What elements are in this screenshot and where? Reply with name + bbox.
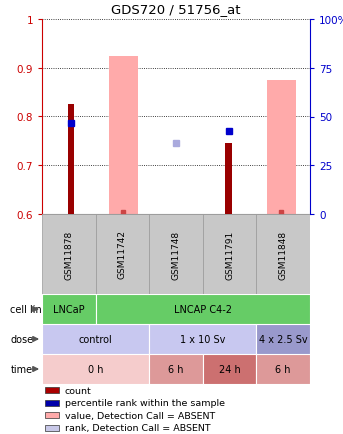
Bar [45, 388, 59, 393]
Text: time: time [11, 364, 33, 374]
Text: control: control [79, 334, 113, 344]
Text: 6 h: 6 h [168, 364, 184, 374]
Text: percentile rank within the sample: percentile rank within the sample [65, 398, 225, 408]
Bar [42, 324, 149, 354]
Bar [225, 144, 232, 214]
Bar [96, 294, 310, 324]
Bar [45, 425, 59, 431]
Bar [45, 412, 59, 418]
Bar [203, 214, 257, 294]
Text: 4 x 2.5 Sv: 4 x 2.5 Sv [259, 334, 308, 344]
Text: 0 h: 0 h [88, 364, 103, 374]
Bar [267, 81, 296, 214]
Text: GSM11878: GSM11878 [64, 230, 73, 279]
Bar [42, 214, 96, 294]
Bar [45, 400, 59, 406]
Text: count: count [65, 386, 92, 395]
Text: 24 h: 24 h [219, 364, 240, 374]
Text: GSM11742: GSM11742 [118, 230, 127, 279]
Bar [96, 214, 149, 294]
Bar [42, 294, 96, 324]
Text: LNCAP C4-2: LNCAP C4-2 [174, 304, 232, 314]
Bar [42, 354, 149, 384]
Text: rank, Detection Call = ABSENT: rank, Detection Call = ABSENT [65, 423, 210, 432]
Bar [203, 354, 257, 384]
Bar [149, 214, 203, 294]
Text: value, Detection Call = ABSENT: value, Detection Call = ABSENT [65, 411, 215, 420]
Text: cell line: cell line [11, 304, 48, 314]
Title: GDS720 / 51756_at: GDS720 / 51756_at [111, 3, 241, 16]
Text: dose: dose [11, 334, 34, 344]
Text: GSM11848: GSM11848 [279, 230, 288, 279]
Text: GSM11791: GSM11791 [225, 230, 234, 279]
Text: 1 x 10 Sv: 1 x 10 Sv [180, 334, 225, 344]
Bar [257, 324, 310, 354]
Text: GSM11748: GSM11748 [172, 230, 180, 279]
Text: LNCaP: LNCaP [53, 304, 85, 314]
Text: 6 h: 6 h [275, 364, 291, 374]
Bar [68, 105, 74, 214]
Bar [257, 354, 310, 384]
Bar [149, 324, 257, 354]
Bar [257, 214, 310, 294]
Bar [109, 56, 138, 214]
Bar [149, 354, 203, 384]
